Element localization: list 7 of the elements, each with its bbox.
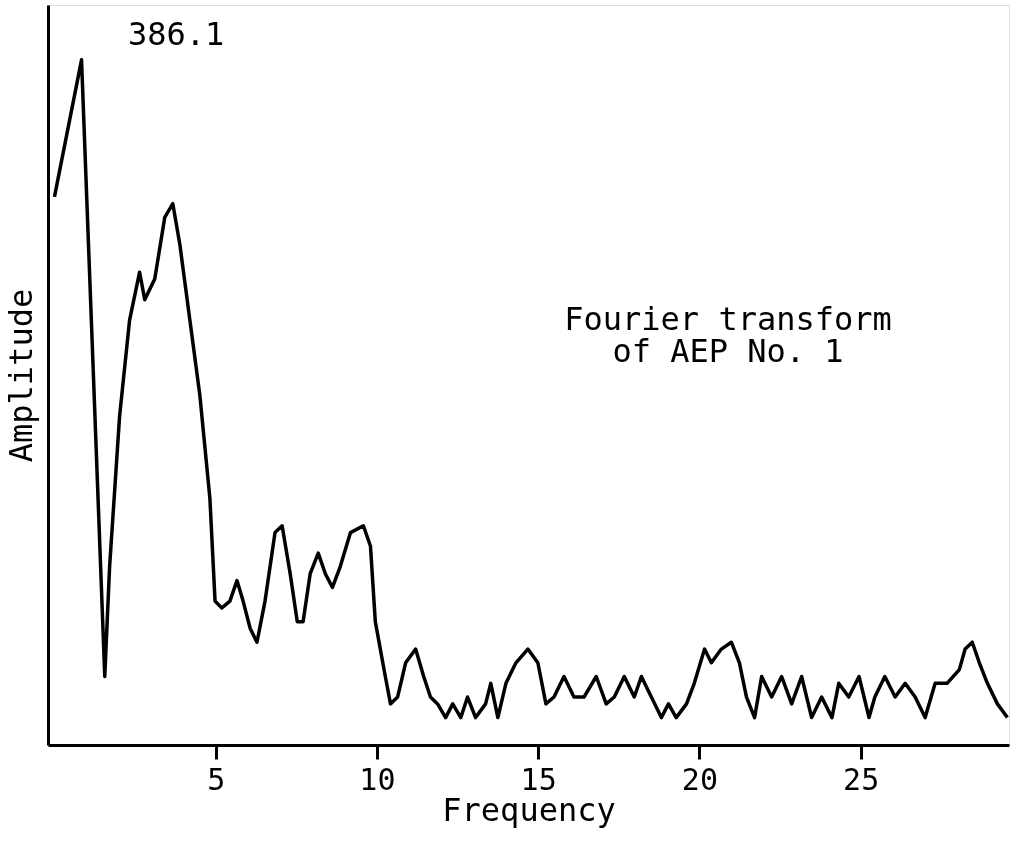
y-axis-title: Amplitude xyxy=(1,288,40,463)
x-tick-label: 25 xyxy=(843,761,880,797)
x-tick-label: 20 xyxy=(681,761,718,797)
text: Fourier transform of AEP No. 1 xyxy=(564,300,892,370)
x-tick-label: 5 xyxy=(207,761,226,797)
text: 386.1 xyxy=(128,15,225,53)
x-tick-label: 10 xyxy=(359,761,396,797)
